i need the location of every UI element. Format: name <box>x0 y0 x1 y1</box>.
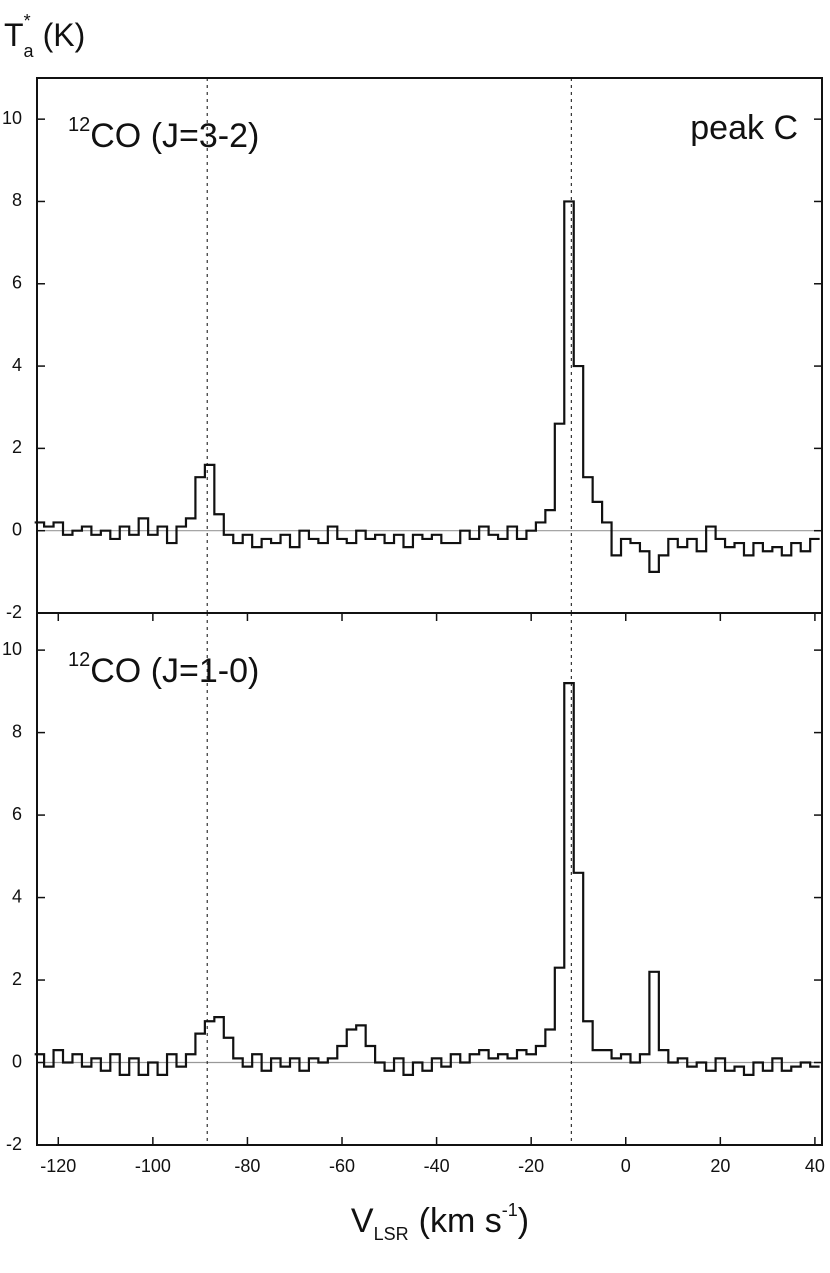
panel-title: 12CO (J=3-2) <box>68 114 259 155</box>
x-label-sup: -1 <box>502 1200 518 1220</box>
x-label-close: ) <box>518 1202 529 1240</box>
y-tick-label: 0 <box>12 519 22 539</box>
x-tick-label: -40 <box>424 1156 450 1176</box>
panel-title: 12CO (J=1-0) <box>68 649 259 690</box>
x-label-main: V <box>351 1202 374 1240</box>
y-tick-label: 10 <box>2 639 22 659</box>
x-tick-label: -80 <box>234 1156 260 1176</box>
x-tick-label: -20 <box>518 1156 544 1176</box>
spectrum-line <box>34 682 820 1076</box>
spectrum-line <box>34 200 820 573</box>
y-tick-label: 0 <box>12 1051 22 1071</box>
panel-annotation: peak C <box>690 109 798 147</box>
y-tick-label: 2 <box>12 969 22 989</box>
x-tick-label: 20 <box>710 1156 730 1176</box>
y-tick-label: 2 <box>12 437 22 457</box>
y-tick-label: -2 <box>6 602 22 622</box>
y-tick-label: 8 <box>12 721 22 741</box>
plot-frame <box>36 612 823 1146</box>
y-tick-label: 4 <box>12 886 22 906</box>
title-superscript: 12 <box>68 649 90 671</box>
y-tick-label: -2 <box>6 1134 22 1154</box>
x-label-unit: (km s <box>419 1202 502 1240</box>
x-label-sub: LSR <box>374 1224 409 1244</box>
x-tick-label: 40 <box>805 1156 825 1176</box>
x-tick-label: -120 <box>40 1156 76 1176</box>
title-text: CO (J=1-0) <box>90 652 259 690</box>
y-tick-label: 8 <box>12 190 22 210</box>
x-axis-label: VLSR (km s-1) <box>351 1200 529 1244</box>
y-tick-label: 4 <box>12 355 22 375</box>
x-tick-label: -60 <box>329 1156 355 1176</box>
y-axis-label: Ta * (K) <box>4 11 85 61</box>
y-label-unit: (K) <box>43 17 86 53</box>
y-tick-label: 6 <box>12 804 22 824</box>
title-superscript: 12 <box>68 114 90 136</box>
y-label-sup: * <box>24 11 31 31</box>
y-label-sub: a <box>24 41 35 61</box>
y-tick-label: 6 <box>12 273 22 293</box>
x-tick-label: 0 <box>621 1156 631 1176</box>
y-label-main: T <box>4 17 24 53</box>
plot-frame <box>36 77 823 614</box>
x-tick-label: -100 <box>135 1156 171 1176</box>
y-tick-label: 10 <box>2 108 22 128</box>
title-text: CO (J=3-2) <box>90 117 259 155</box>
